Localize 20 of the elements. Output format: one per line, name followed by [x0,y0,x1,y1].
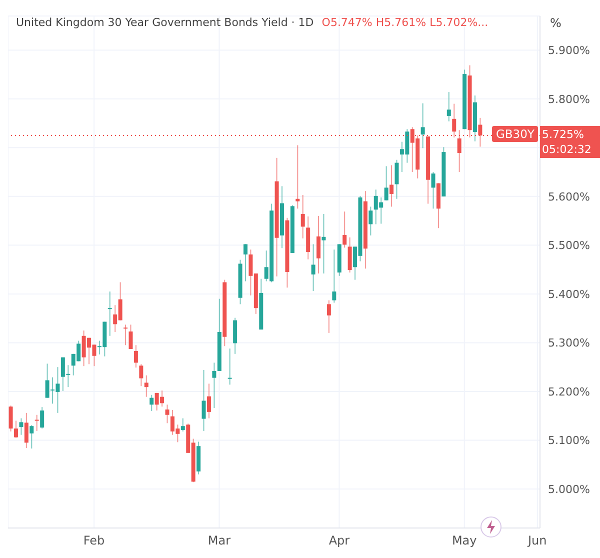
y-tick-label: 5.200% [548,385,590,398]
y-tick-label: 5.400% [548,288,590,301]
text: 5.725% [542,127,585,142]
ref-line-label: GB30Y [492,126,538,142]
y-tick-label: 5.800% [548,92,590,106]
y-tick-label: 5.100% [548,434,590,448]
text: 05:02:32 [542,142,592,158]
x-tick-label: Apr [328,534,350,548]
x-tick-label: Mar [208,534,231,548]
y-tick-label: 5.900% [548,44,590,58]
x-tick-label: May [452,534,477,548]
chart-title: United Kingdom 30 Year Government Bonds Yield · 1D [16,16,314,29]
y-tick-label: 5.500% [548,239,590,252]
x-tick-label: Jun [527,534,547,548]
y-axis-title: % [550,16,562,30]
y-tick-label: 5.000% [548,482,590,496]
y-tick-label: 5.300% [548,336,590,350]
chart-subtitle: O5.747% H5.761% L5.702%... [322,16,488,29]
y-tick-label: 5.600% [548,190,590,204]
x-tick-label: Feb [83,534,105,548]
